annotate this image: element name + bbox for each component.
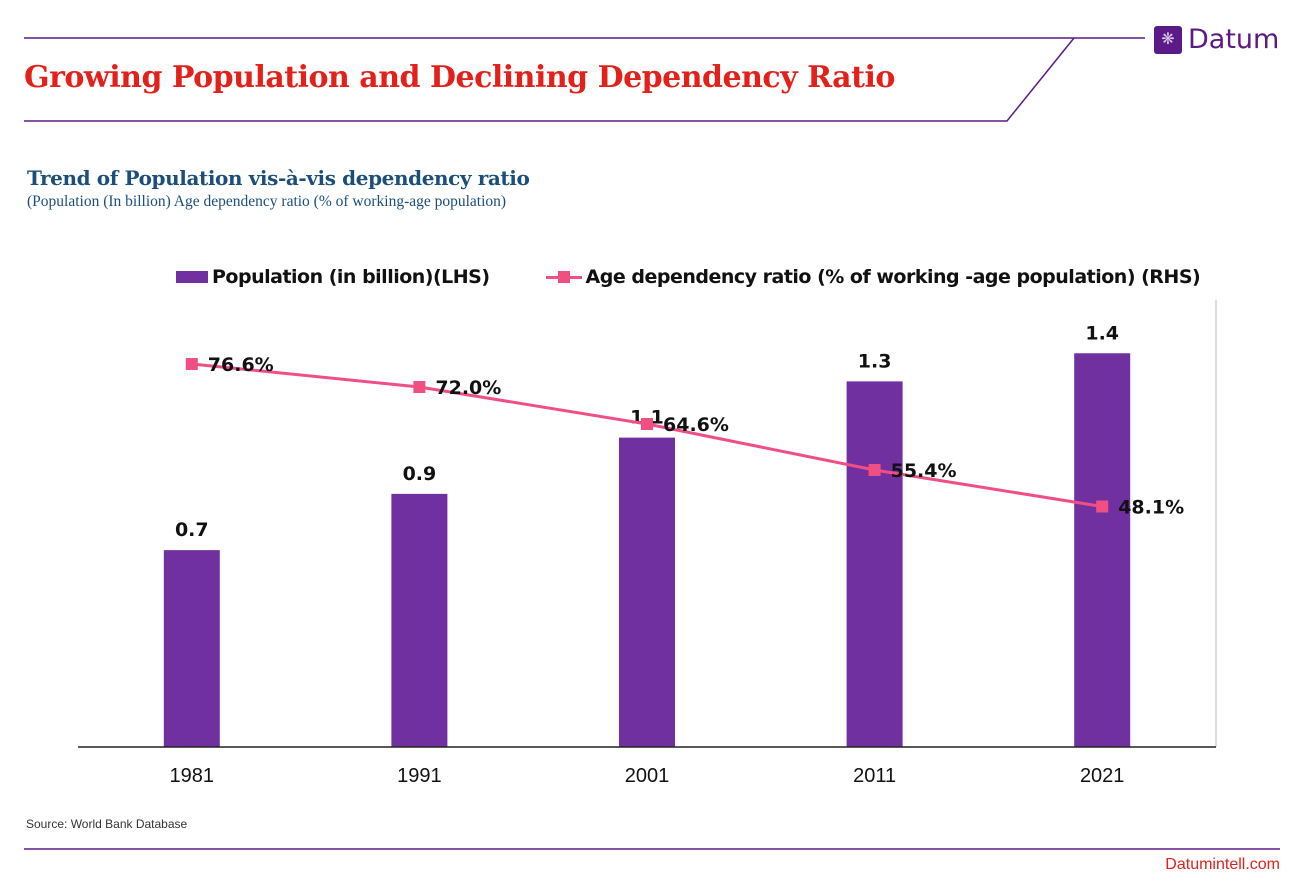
x-tick-label: 1991 xyxy=(397,765,442,787)
logo-text: Datum xyxy=(1188,24,1280,55)
line-marker xyxy=(641,418,653,430)
line-label: 64.6% xyxy=(663,414,729,436)
line-label: 48.1% xyxy=(1118,497,1184,519)
bar-label: 0.7 xyxy=(175,519,209,541)
legend-line-swatch xyxy=(545,270,582,283)
line-marker xyxy=(185,358,198,370)
legend-population: Population (in billion)(LHS) xyxy=(212,266,490,288)
site-link[interactable]: Datumintell.com xyxy=(1165,856,1280,873)
bar-label: 0.9 xyxy=(403,463,437,485)
bar-2021 xyxy=(1074,353,1131,747)
legend-bar-swatch xyxy=(176,271,208,283)
bar-1981 xyxy=(163,550,220,747)
chart-subtitle: (Population (In billion) Age dependency … xyxy=(27,193,507,210)
line-marker xyxy=(413,381,426,393)
line-marker xyxy=(868,464,881,476)
line-label: 55.4% xyxy=(891,460,957,482)
line-label: 76.6% xyxy=(208,354,274,376)
line-marker xyxy=(1096,500,1109,513)
network-globe-icon: ❋ xyxy=(1154,25,1182,54)
line-label: 72.0% xyxy=(435,377,501,399)
x-tick-label: 2021 xyxy=(1080,765,1125,787)
bar-2001 xyxy=(619,437,675,747)
bar-1991 xyxy=(391,493,448,747)
x-tick-label: 2001 xyxy=(625,765,670,787)
x-tick-label: 1981 xyxy=(170,765,215,787)
datum-logo: ❋ Datum xyxy=(1154,24,1279,55)
bar-2011 xyxy=(846,381,903,747)
chart-title: Trend of Population vis-à-vis dependency… xyxy=(27,166,530,190)
legend: Population (in billion)(LHS) Age depende… xyxy=(176,266,1201,288)
x-tick-label: 2011 xyxy=(853,765,896,787)
bar-label: 1.3 xyxy=(858,350,892,372)
legend-dependency: Age dependency ratio (% of working -age … xyxy=(585,266,1201,288)
page-title: Growing Population and Declining Depende… xyxy=(24,60,895,95)
bar-label: 1.4 xyxy=(1085,322,1119,344)
source-note: Source: World Bank Database xyxy=(26,817,188,831)
